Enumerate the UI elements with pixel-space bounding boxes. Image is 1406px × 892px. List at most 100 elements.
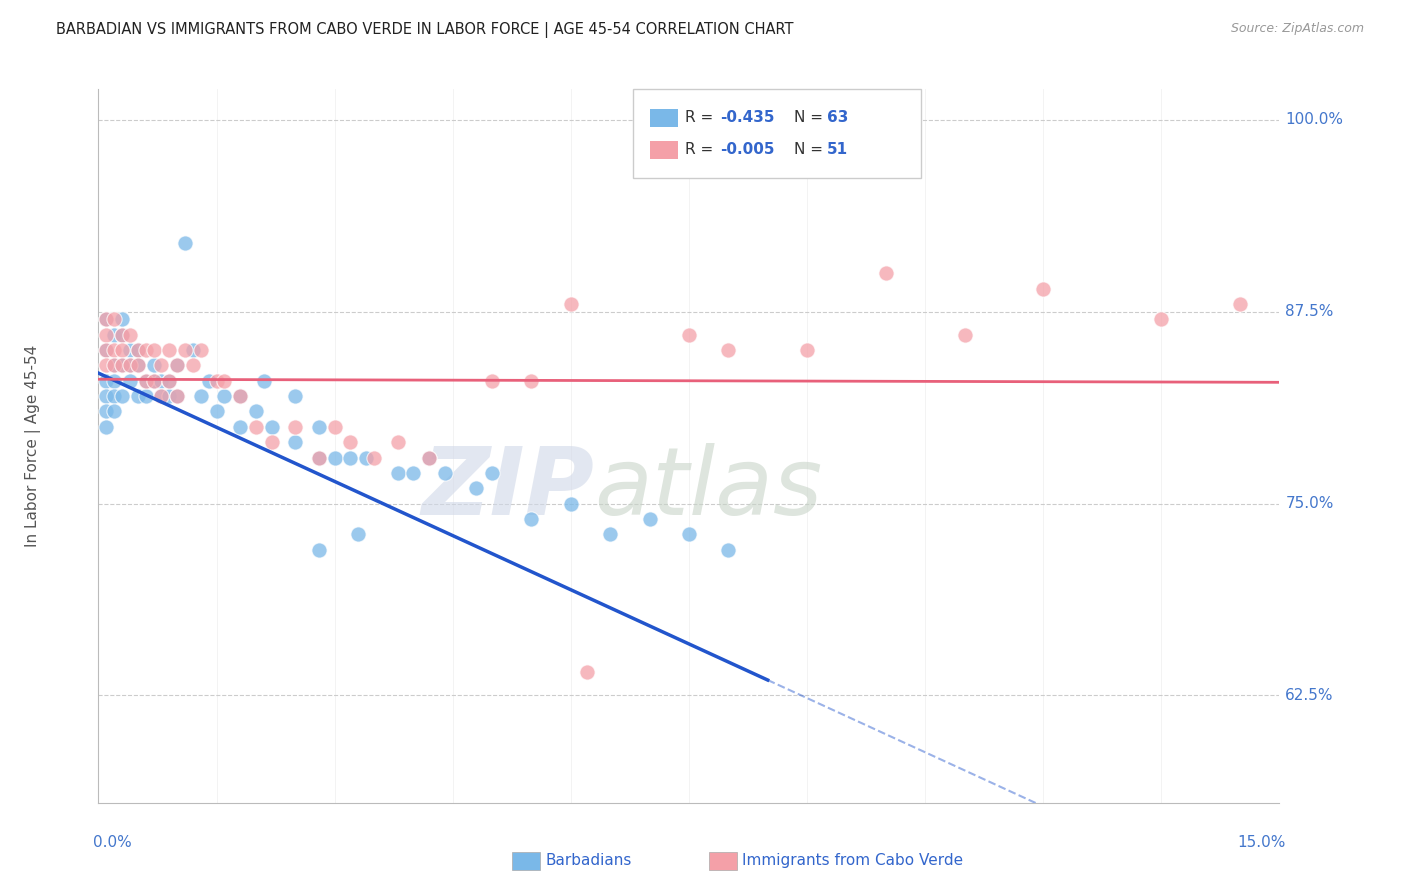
Point: [96, 419, 118, 434]
Text: In Labor Force | Age 45-54: In Labor Force | Age 45-54: [25, 345, 41, 547]
Point: [560, 497, 582, 511]
Point: [111, 359, 134, 373]
Point: [150, 374, 173, 388]
Point: [354, 450, 377, 465]
Point: [308, 450, 330, 465]
Point: [229, 389, 252, 403]
Point: [418, 450, 440, 465]
Point: [284, 389, 307, 403]
Text: 15.0%: 15.0%: [1237, 835, 1285, 850]
Point: [190, 343, 212, 357]
Point: [1150, 312, 1173, 326]
Point: [103, 327, 125, 342]
Point: [103, 359, 125, 373]
Point: [387, 435, 409, 450]
Point: [678, 527, 700, 541]
Point: [197, 374, 219, 388]
Text: R =: R =: [685, 143, 718, 157]
Point: [214, 374, 236, 388]
Point: [181, 359, 204, 373]
Text: 75.0%: 75.0%: [1285, 496, 1334, 511]
Point: [339, 435, 361, 450]
Point: [174, 235, 197, 250]
Point: [150, 389, 173, 403]
Point: [205, 404, 228, 418]
Point: [214, 389, 236, 403]
Point: [127, 389, 149, 403]
Point: [96, 312, 118, 326]
Point: [111, 343, 134, 357]
Point: [418, 450, 440, 465]
Text: atlas: atlas: [595, 443, 823, 534]
Point: [402, 466, 425, 480]
Text: BARBADIAN VS IMMIGRANTS FROM CABO VERDE IN LABOR FORCE | AGE 45-54 CORRELATION C: BARBADIAN VS IMMIGRANTS FROM CABO VERDE …: [56, 22, 794, 38]
Text: ZIP: ZIP: [422, 442, 595, 535]
Point: [875, 266, 897, 280]
Point: [465, 481, 488, 495]
Point: [599, 527, 621, 541]
Point: [103, 343, 125, 357]
Text: 87.5%: 87.5%: [1285, 304, 1334, 319]
Point: [103, 374, 125, 388]
Text: 100.0%: 100.0%: [1285, 112, 1343, 128]
Point: [118, 327, 141, 342]
Point: [796, 343, 818, 357]
Point: [253, 374, 276, 388]
Point: [678, 327, 700, 342]
Point: [260, 419, 283, 434]
Point: [575, 665, 598, 680]
Point: [103, 404, 125, 418]
Point: [111, 389, 134, 403]
Text: Immigrants from Cabo Verde: Immigrants from Cabo Verde: [742, 854, 963, 868]
Point: [166, 359, 188, 373]
Point: [142, 359, 165, 373]
Point: [953, 327, 976, 342]
Point: [190, 389, 212, 403]
Point: [284, 419, 307, 434]
Text: 63: 63: [827, 111, 848, 125]
Point: [520, 512, 543, 526]
Point: [433, 466, 456, 480]
Point: [103, 312, 125, 326]
Point: [229, 419, 252, 434]
Point: [520, 374, 543, 388]
Point: [111, 359, 134, 373]
Point: [135, 374, 157, 388]
Point: [135, 389, 157, 403]
Point: [205, 374, 228, 388]
Text: N =: N =: [794, 111, 828, 125]
Point: [481, 374, 503, 388]
Point: [174, 343, 197, 357]
Text: Barbadians: Barbadians: [546, 854, 631, 868]
Point: [96, 327, 118, 342]
Point: [284, 435, 307, 450]
Point: [118, 343, 141, 357]
Point: [118, 359, 141, 373]
Text: -0.005: -0.005: [720, 143, 775, 157]
Point: [127, 343, 149, 357]
Point: [308, 419, 330, 434]
Point: [96, 404, 118, 418]
Point: [717, 343, 740, 357]
Text: 62.5%: 62.5%: [1285, 688, 1334, 703]
Point: [103, 359, 125, 373]
Point: [135, 374, 157, 388]
Point: [245, 419, 267, 434]
Point: [157, 343, 180, 357]
Point: [308, 542, 330, 557]
Point: [308, 450, 330, 465]
Point: [717, 542, 740, 557]
Text: -0.435: -0.435: [720, 111, 775, 125]
Point: [96, 343, 118, 357]
Point: [323, 450, 346, 465]
Point: [150, 359, 173, 373]
Point: [638, 512, 661, 526]
Text: 0.0%: 0.0%: [93, 835, 131, 850]
Point: [560, 297, 582, 311]
Point: [96, 389, 118, 403]
Point: [1032, 282, 1054, 296]
Point: [166, 389, 188, 403]
Point: [96, 374, 118, 388]
Point: [481, 466, 503, 480]
Text: 51: 51: [827, 143, 848, 157]
